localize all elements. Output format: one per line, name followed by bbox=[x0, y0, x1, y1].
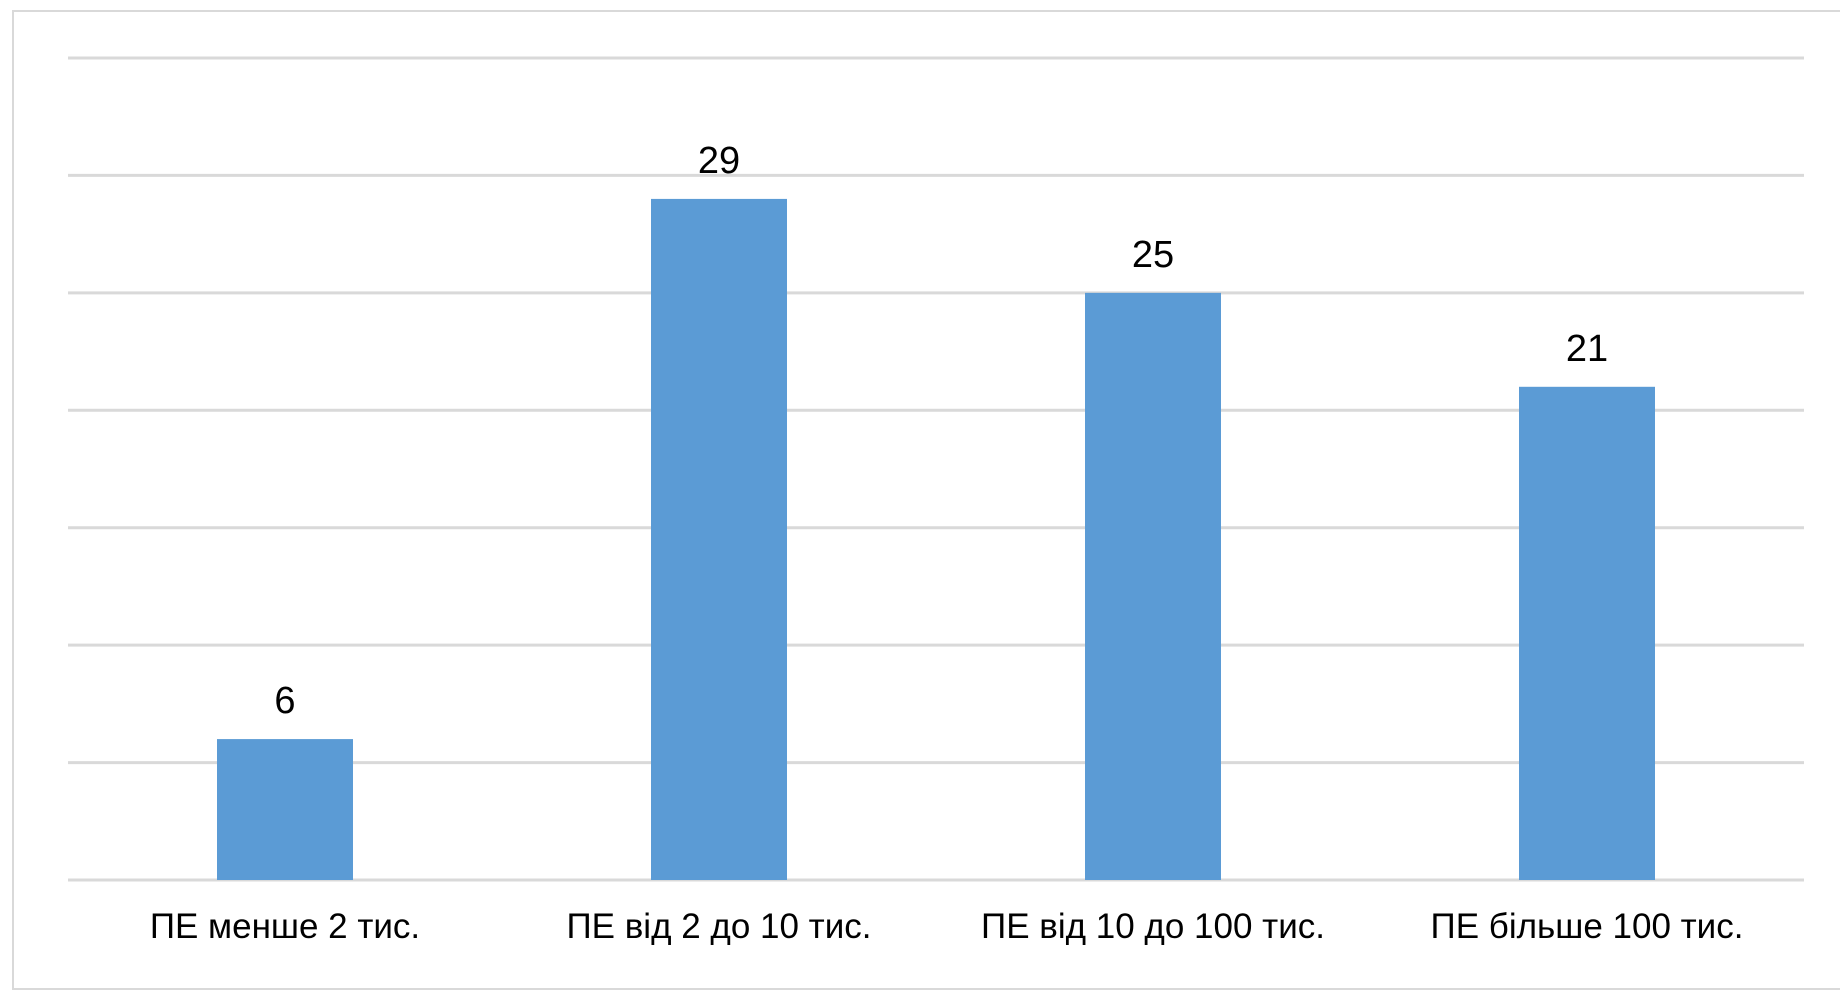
data-label: 29 bbox=[698, 140, 740, 182]
data-label: 21 bbox=[1566, 328, 1608, 370]
x-tick-label: ПЕ від 10 до 100 тис. bbox=[981, 907, 1325, 946]
x-tick-label: ПЕ від 2 до 10 тис. bbox=[566, 907, 871, 946]
gridlines bbox=[68, 56, 1804, 882]
bar bbox=[217, 739, 353, 880]
data-labels: 6 29 25 21 bbox=[274, 140, 1608, 722]
bar bbox=[1519, 386, 1655, 880]
x-tick-label: ПЕ менше 2 тис. bbox=[150, 907, 420, 946]
bar-chart: 6 29 25 21 ПЕ менше 2 тис. ПЕ від 2 до 10 ти… bbox=[68, 56, 1804, 946]
bar bbox=[1085, 292, 1221, 880]
data-label: 6 bbox=[274, 680, 295, 722]
bar bbox=[651, 198, 787, 880]
x-axis-tick-labels: ПЕ менше 2 тис. ПЕ від 2 до 10 тис. ПЕ від… bbox=[150, 907, 1744, 946]
x-tick-label: ПЕ більше 100 тис. bbox=[1431, 907, 1744, 946]
data-label: 25 bbox=[1132, 234, 1174, 276]
bars bbox=[217, 198, 1655, 880]
